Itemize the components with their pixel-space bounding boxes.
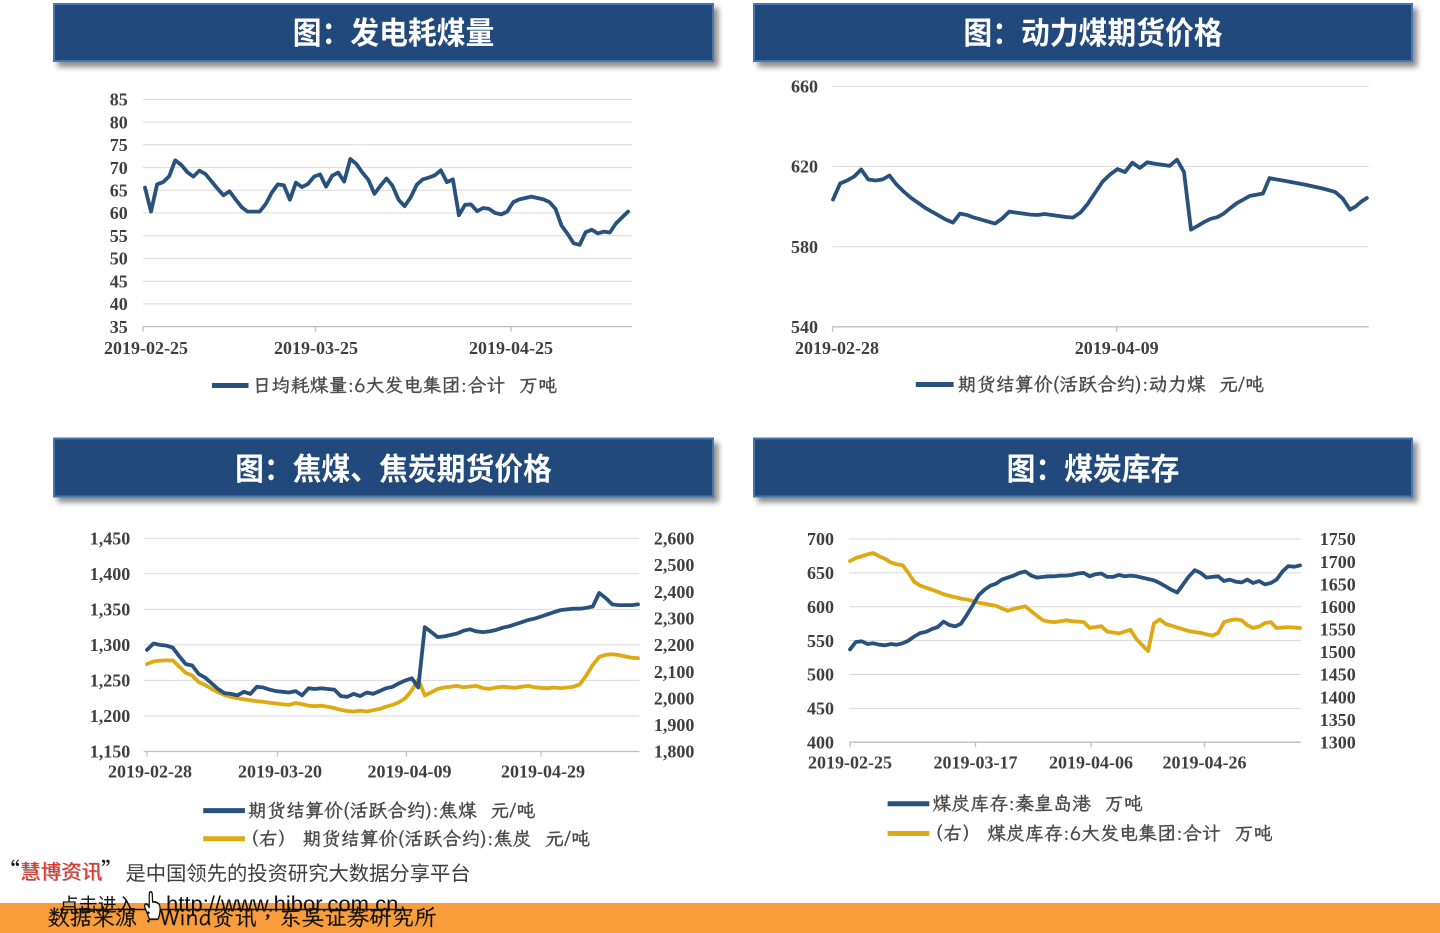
svg-text:55: 55 [110, 226, 128, 246]
svg-text:2,000: 2,000 [654, 688, 695, 708]
svg-text:1,250: 1,250 [90, 671, 131, 691]
svg-text:1750: 1750 [1320, 529, 1356, 549]
svg-text:45: 45 [110, 271, 128, 291]
svg-text:650: 650 [807, 563, 834, 583]
svg-text:2019-02-28: 2019-02-28 [108, 762, 192, 782]
svg-text:80: 80 [110, 112, 128, 132]
svg-text:1350: 1350 [1320, 710, 1356, 730]
svg-text:660: 660 [791, 77, 818, 97]
svg-text:1,300: 1,300 [90, 635, 131, 655]
svg-text:2019-03-17: 2019-03-17 [934, 753, 1018, 773]
svg-text:2,400: 2,400 [654, 582, 695, 602]
svg-text:2019-04-29: 2019-04-29 [501, 762, 585, 782]
svg-text:1500: 1500 [1320, 642, 1356, 662]
svg-text:540: 540 [791, 317, 818, 337]
svg-text:1650: 1650 [1320, 574, 1356, 594]
svg-text:2019-04-09: 2019-04-09 [368, 762, 452, 782]
svg-text:700: 700 [807, 529, 834, 549]
svg-text:60: 60 [110, 203, 128, 223]
svg-text:1,450: 1,450 [90, 529, 131, 549]
svg-text:85: 85 [110, 90, 128, 110]
svg-text:450: 450 [807, 699, 834, 719]
svg-text:2019-04-09: 2019-04-09 [1075, 338, 1159, 358]
svg-text:2,300: 2,300 [654, 609, 695, 629]
svg-text:35: 35 [110, 317, 128, 337]
svg-text:1300: 1300 [1320, 732, 1356, 752]
svg-text:2,600: 2,600 [654, 529, 695, 549]
svg-text:2,200: 2,200 [654, 635, 695, 655]
svg-text:600: 600 [807, 597, 834, 617]
svg-text:620: 620 [791, 157, 818, 177]
svg-text:2019-03-20: 2019-03-20 [238, 762, 322, 782]
svg-text:400: 400 [807, 732, 834, 752]
svg-text:550: 550 [807, 631, 834, 651]
svg-text:2019-04-06: 2019-04-06 [1049, 753, 1133, 773]
svg-text:1450: 1450 [1320, 665, 1356, 685]
svg-text:1550: 1550 [1320, 620, 1356, 640]
svg-text:500: 500 [807, 665, 834, 685]
svg-text:2019-04-26: 2019-04-26 [1163, 753, 1247, 773]
svg-text:1,150: 1,150 [90, 742, 131, 762]
svg-text:2019-02-28: 2019-02-28 [795, 338, 879, 358]
svg-text:65: 65 [110, 181, 128, 201]
svg-text:50: 50 [110, 249, 128, 269]
svg-text:2019-02-25: 2019-02-25 [104, 338, 188, 358]
svg-text:2019-03-25: 2019-03-25 [274, 338, 358, 358]
svg-text:1600: 1600 [1320, 597, 1356, 617]
svg-text:75: 75 [110, 135, 128, 155]
svg-text:2,500: 2,500 [654, 555, 695, 575]
svg-text:2,100: 2,100 [654, 662, 695, 682]
svg-text:1,800: 1,800 [654, 742, 695, 762]
svg-text:70: 70 [110, 158, 128, 178]
svg-text:2019-04-25: 2019-04-25 [469, 338, 553, 358]
svg-text:40: 40 [110, 294, 128, 314]
svg-text:1,350: 1,350 [90, 600, 131, 620]
svg-text:2019-02-25: 2019-02-25 [808, 753, 892, 773]
svg-text:1,400: 1,400 [90, 564, 131, 584]
svg-text:1700: 1700 [1320, 552, 1356, 572]
svg-text:1,900: 1,900 [654, 715, 695, 735]
svg-text:580: 580 [791, 237, 818, 257]
svg-text:1,200: 1,200 [90, 706, 131, 726]
svg-text:1400: 1400 [1320, 687, 1356, 707]
